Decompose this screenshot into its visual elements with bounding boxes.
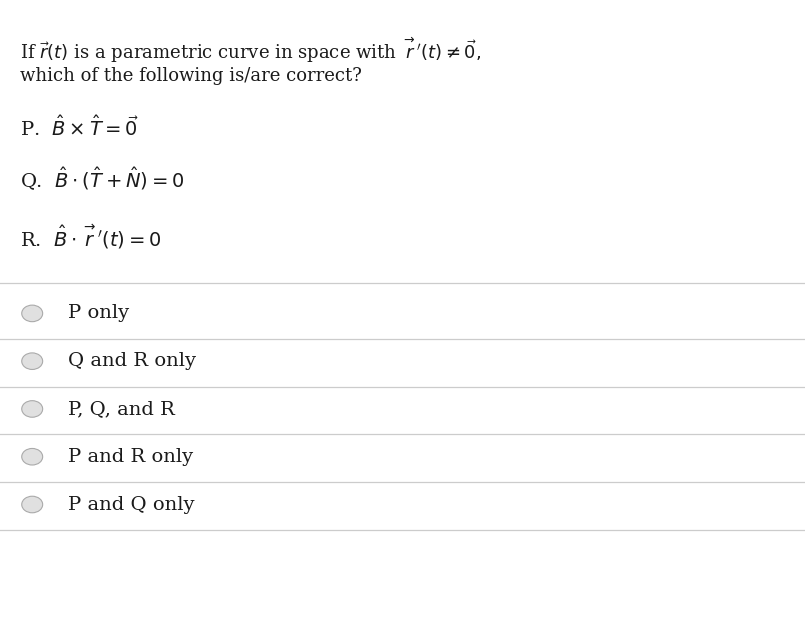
Text: P only: P only	[68, 304, 130, 322]
Text: Q and R only: Q and R only	[68, 352, 196, 370]
Text: P.  $\hat{B} \times \hat{T} = \vec{0}$: P. $\hat{B} \times \hat{T} = \vec{0}$	[20, 115, 138, 140]
Circle shape	[22, 305, 43, 322]
Text: P, Q, and R: P, Q, and R	[68, 400, 175, 418]
Text: P and Q only: P and Q only	[68, 496, 195, 513]
Circle shape	[22, 401, 43, 417]
Text: P and R only: P and R only	[68, 448, 193, 466]
Text: If $\vec{r}(t)$ is a parametric curve in space with $\overset{\rightarrow}{r}^{\: If $\vec{r}(t)$ is a parametric curve in…	[20, 35, 481, 65]
Circle shape	[22, 496, 43, 513]
Circle shape	[22, 353, 43, 369]
Text: which of the following is/are correct?: which of the following is/are correct?	[20, 67, 362, 85]
Circle shape	[22, 448, 43, 465]
Text: R.  $\hat{B} \cdot \overset{\rightarrow}{r}^{\prime}(t) = 0$: R. $\hat{B} \cdot \overset{\rightarrow}{…	[20, 223, 162, 252]
Text: Q.  $\hat{B} \cdot (\hat{T} + \hat{N}) = 0$: Q. $\hat{B} \cdot (\hat{T} + \hat{N}) = …	[20, 166, 184, 193]
